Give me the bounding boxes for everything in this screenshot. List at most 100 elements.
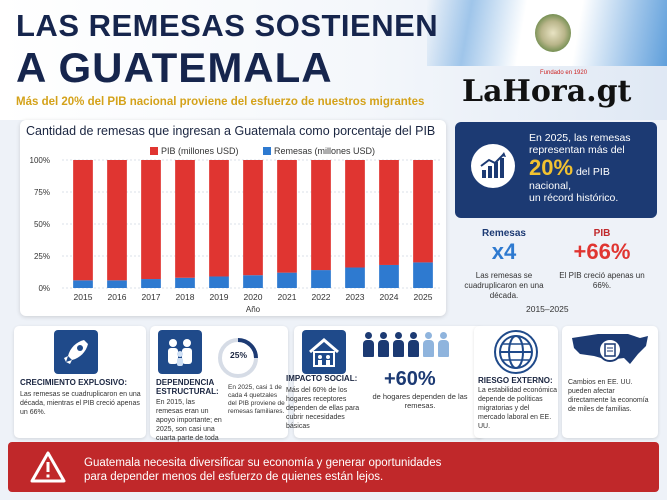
header-banner: LAS REMESAS SOSTIENEN A GUATEMALA Más de… xyxy=(0,0,667,120)
record-line-1: En 2025, las remesas xyxy=(529,132,631,144)
x-tick-label: 2023 xyxy=(346,292,365,302)
warning-line-1: Guatemala necesita diversificar su econo… xyxy=(84,457,442,469)
bar-remesas xyxy=(175,277,195,288)
x-tick-label: 2020 xyxy=(244,292,263,302)
panel-cambios-text: Cambios en EE. UU. pueden afectar direct… xyxy=(568,379,649,413)
remesas-stat-description: Las remesas se cuadruplicaron en una déc… xyxy=(464,271,544,300)
legend-item-pib: PIB (millones USD) xyxy=(150,146,239,156)
chart-card: Cantidad de remesas que ingresan a Guate… xyxy=(20,120,446,316)
house-people-icon xyxy=(302,330,346,374)
bar-pib xyxy=(107,160,127,281)
warning-line-2: para depender menos del esfuerzo de quie… xyxy=(84,471,384,483)
panel-crecimiento-title: CRECIMIENTO EXPLOSIVO: xyxy=(20,378,127,387)
legend-item-remesas: Remesas (millones USD) xyxy=(263,146,375,156)
panel-riesgo: RIESGO EXTERNO: La estabilidad económica… xyxy=(474,326,558,438)
chart-title: Cantidad de remesas que ingresan a Guate… xyxy=(26,124,436,138)
bar-remesas xyxy=(345,267,365,288)
x-tick-label: 2021 xyxy=(278,292,297,302)
legend-label-remesas: Remesas (millones USD) xyxy=(274,146,376,156)
remesas-stat-value: x4 xyxy=(491,239,517,264)
donut-arc xyxy=(218,338,258,378)
lahora-logo: LaHora.gt xyxy=(462,74,632,109)
panel-impacto-title: IMPACTO SOCIAL: xyxy=(286,374,358,383)
bar-pib xyxy=(73,160,93,281)
bar-pib xyxy=(277,160,297,273)
bar-chart: 0% 25% 50% 75% 100% 2015 2016 2017 2018 2019 2020 2… xyxy=(30,156,440,314)
x-axis-label: Año xyxy=(246,305,261,314)
panel-cambios: Cambios en EE. UU. pueden afectar direct… xyxy=(562,326,658,438)
headline-subtitle: Más del 20% del PIB nacional proviene de… xyxy=(16,96,425,108)
bar-remesas xyxy=(379,264,399,288)
bar-pib xyxy=(243,160,263,276)
pib-stat-description: El PIB creció apenas un 66%. xyxy=(559,271,645,290)
panel-riesgo-text: La estabilidad económica depende de polí… xyxy=(478,387,557,430)
pib-stat: PIB +66% El PIB creció apenas un 66%. xyxy=(556,228,648,291)
x-tick-label: 2024 xyxy=(380,292,399,302)
bar-pib xyxy=(345,160,365,268)
record-stat-text: En 2025, las remesas representan más del… xyxy=(529,132,653,204)
bar-pib xyxy=(141,160,161,280)
record-line-2: representan más del xyxy=(529,144,625,156)
remesas-stat: Remesas x4 Las remesas se cuadruplicaron… xyxy=(458,228,550,301)
y-tick-label: 100% xyxy=(30,156,50,165)
bar-remesas xyxy=(209,276,229,288)
guatemala-flag xyxy=(427,0,667,66)
chart-legend: PIB (millones USD) Remesas (millones USD… xyxy=(150,146,397,156)
y-tick-label: 50% xyxy=(34,220,50,229)
bar-remesas xyxy=(141,279,161,288)
person-icon xyxy=(377,332,390,358)
panel-dependencia-title: DEPENDENCIA ESTRUCTURAL: xyxy=(156,378,219,396)
impacto-big-text: de hogares dependen de las remesas. xyxy=(372,392,468,410)
panel-dependencia: DEPENDENCIA ESTRUCTURAL: En 2015, las re… xyxy=(150,326,288,451)
record-big-number: 20% xyxy=(529,155,574,180)
bar-remesas xyxy=(243,275,263,288)
person-icon xyxy=(422,332,435,358)
panel-riesgo-title: RIESGO EXTERNO: xyxy=(478,376,553,385)
warning-text: Guatemala necesita diversificar su econo… xyxy=(84,456,441,484)
bar-remesas xyxy=(107,280,127,288)
headline-line-1: LAS REMESAS SOSTIENEN xyxy=(16,8,439,43)
donut-label: 25% xyxy=(230,350,248,360)
legend-swatch-remesas xyxy=(263,147,272,155)
impacto-big-number: +60% xyxy=(384,368,436,390)
x-tick-label: 2019 xyxy=(210,292,229,302)
logo-tagline: Fundado en 1920 xyxy=(540,70,588,76)
pib-stat-value: +66% xyxy=(573,239,631,264)
bar-remesas xyxy=(73,280,93,288)
warning-banner: Guatemala necesita diversificar su econo… xyxy=(8,442,659,492)
warning-icon xyxy=(30,450,66,484)
record-line-5: un récord histórico. xyxy=(529,192,619,204)
bar-remesas xyxy=(311,270,331,288)
bar-remesas xyxy=(277,272,297,288)
y-tick-label: 75% xyxy=(34,188,50,197)
record-stat-card: En 2025, las remesas representan más del… xyxy=(455,122,657,218)
people-icons xyxy=(362,332,452,363)
panel-dependencia-donut-text: En 2025, casi 1 de cada 4 quetzales del … xyxy=(228,384,285,415)
panel-crecimiento-text: Las remesas se cuadruplicaron en una déc… xyxy=(20,391,141,416)
legend-swatch-pib xyxy=(150,147,158,155)
pib-stat-heading: PIB xyxy=(593,228,611,239)
panel-impacto: IMPACTO SOCIAL: Más del 60% de los hogar… xyxy=(286,326,484,438)
remesas-stat-heading: Remesas xyxy=(482,228,526,239)
bar-pib xyxy=(209,160,229,277)
headline-line-2: A GUATEMALA xyxy=(16,44,333,91)
person-icon xyxy=(362,332,375,358)
bar-remesas xyxy=(413,262,433,288)
x-tick-label: 2015 xyxy=(74,292,93,302)
person-icon xyxy=(407,332,420,358)
bar-pib xyxy=(311,160,331,271)
x-tick-label: 2025 xyxy=(414,292,433,302)
growth-chart-icon xyxy=(471,144,515,188)
bar-pib xyxy=(175,160,195,278)
record-line-4: nacional, xyxy=(529,180,572,192)
rocket-icon xyxy=(54,330,98,374)
x-tick-label: 2018 xyxy=(176,292,195,302)
y-tick-label: 25% xyxy=(34,252,50,261)
panel-crecimiento: CRECIMIENTO EXPLOSIVO: Las remesas se cu… xyxy=(14,326,146,438)
family-icon xyxy=(158,330,202,374)
bar-pib xyxy=(413,160,433,263)
person-icon xyxy=(392,332,405,358)
donut-chart: 25% xyxy=(216,336,260,385)
usa-map-icon xyxy=(568,328,652,370)
coat-of-arms-icon xyxy=(535,14,571,52)
